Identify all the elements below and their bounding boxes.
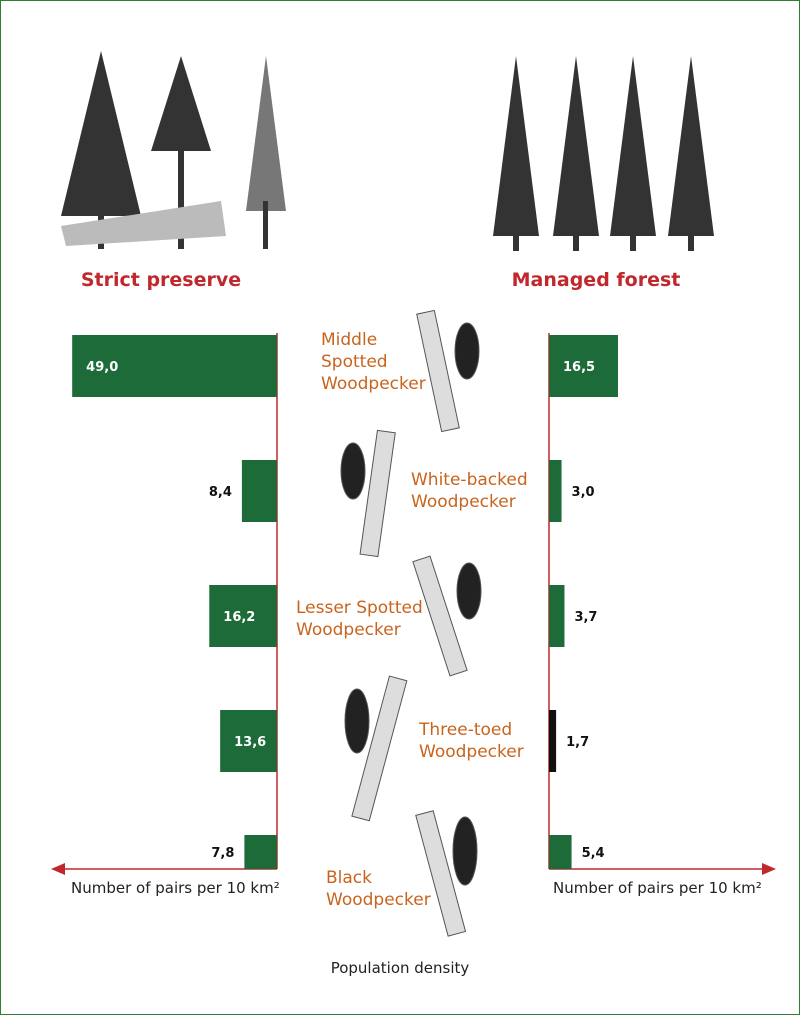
- value-label: 16,5: [563, 360, 595, 375]
- bar: [549, 585, 565, 647]
- value-label: 7,8: [211, 846, 234, 861]
- tree-illustration: [61, 51, 714, 251]
- value-label: 1,7: [566, 735, 589, 750]
- value-label: 13,6: [234, 735, 266, 750]
- category-label: Middle Spotted Woodpecker: [321, 330, 426, 394]
- arrow-head: [762, 863, 776, 875]
- value-label: 16,2: [223, 610, 255, 625]
- bar: [549, 335, 618, 397]
- category-label: Lesser Spotted Woodpecker: [296, 598, 423, 640]
- series-title: Strict preserve: [81, 269, 241, 291]
- value-label: 3,0: [572, 485, 595, 500]
- bar: [72, 335, 278, 397]
- bar: [209, 585, 277, 647]
- axis-label: Number of pairs per 10 km²: [553, 879, 762, 897]
- bar: [549, 835, 572, 869]
- bar: [549, 460, 562, 522]
- category-label: Three-toed Woodpecker: [419, 720, 524, 762]
- axis-label: Number of pairs per 10 km²: [71, 879, 280, 897]
- category-label: Black Woodpecker: [326, 868, 431, 910]
- bar: [549, 710, 557, 772]
- bar: [244, 835, 277, 869]
- category-label: White-backed Woodpecker: [411, 470, 528, 512]
- bird-illustration: [340, 309, 482, 937]
- value-label: 8,4: [209, 485, 232, 500]
- bar: [220, 710, 277, 772]
- value-label: 49,0: [86, 360, 118, 375]
- caption: Population density: [330, 959, 470, 977]
- arrow-head: [51, 863, 65, 875]
- value-label: 5,4: [582, 846, 605, 861]
- series-title: Managed forest: [512, 269, 681, 291]
- value-label: 3,7: [574, 610, 597, 625]
- bar: [241, 460, 277, 522]
